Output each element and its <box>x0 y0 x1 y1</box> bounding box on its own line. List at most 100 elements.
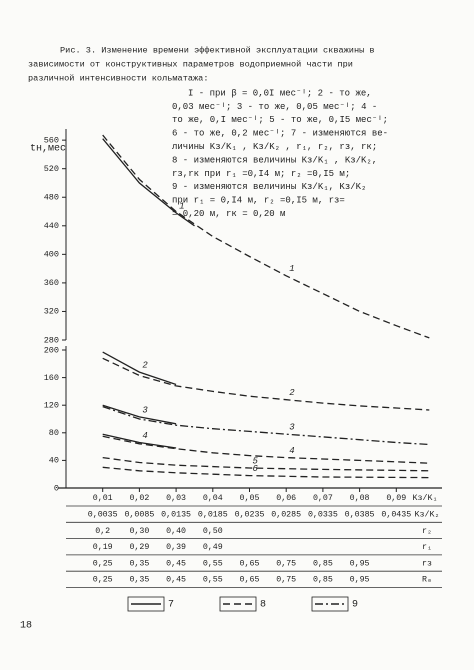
y-axis-title: tн,мес <box>30 144 66 155</box>
curve <box>102 456 430 472</box>
x-tick-label: 0,09 <box>386 494 406 503</box>
table-cell: 0,55 <box>203 576 223 585</box>
curve-label: 5 <box>253 456 259 466</box>
curve <box>102 351 177 386</box>
y-tick-label: 160 <box>44 373 59 383</box>
legend-label: 8 <box>260 600 266 611</box>
curve-label: 6 <box>253 464 259 474</box>
curve <box>102 435 430 464</box>
y-tick-label: 40 <box>49 456 59 466</box>
table-cell: 0,85 <box>313 559 333 568</box>
table-cell: 0,0335 <box>308 510 338 519</box>
row-label: Kз/K₂ <box>415 509 440 519</box>
x-tick-label: 0,05 <box>240 494 260 503</box>
note-line: = 0,20 м, rк = 0,20 м <box>172 209 285 219</box>
y-tick-label: 280 <box>44 335 59 345</box>
table-cell: 0,30 <box>129 527 149 536</box>
y-tick-label: 400 <box>44 250 59 260</box>
row-label: r₁ <box>422 543 432 552</box>
table-cell: 0,39 <box>166 543 186 552</box>
row-label: r₂ <box>422 527 432 536</box>
y-tick-label: 200 <box>44 345 59 355</box>
y-tick-label: 560 <box>44 135 59 145</box>
curve-label: 2 <box>142 360 148 370</box>
table-cell: 0,95 <box>350 576 370 585</box>
curve-label: 4 <box>289 446 294 456</box>
table-cell: 0,65 <box>240 559 260 568</box>
y-tick-label: 360 <box>44 278 59 288</box>
x-tick-label: 0,03 <box>166 494 186 503</box>
table-cell: 0,35 <box>129 559 149 568</box>
table-cell: 0,0385 <box>345 510 375 519</box>
x-tick-label: 0,06 <box>276 494 296 503</box>
legend-label: 9 <box>352 600 358 611</box>
x-tick-label: 0,07 <box>313 494 333 503</box>
curve <box>102 466 430 479</box>
table-cell: 0,45 <box>166 559 186 568</box>
note-line: 8 - изменяются величины Kз/K₁ , Kз/K₂, <box>172 155 377 165</box>
caption-line: различной интенсивности кольматажа: <box>28 73 209 83</box>
y-tick-label: 320 <box>44 307 59 317</box>
y-tick-label: 120 <box>44 400 59 410</box>
table-cell: 0,25 <box>93 559 113 568</box>
x-tick-label: 0,01 <box>93 494 113 503</box>
table-cell: 0,40 <box>166 527 186 536</box>
table-cell: 0,0235 <box>235 510 265 519</box>
curve-label: 4 <box>142 431 147 441</box>
note-line: при r₁ = 0,I4 м, r₂ =0,I5 м, rз= <box>172 196 345 206</box>
curve-label: 2 <box>289 388 295 398</box>
table-cell: 0,2 <box>95 527 110 536</box>
note-line: rз,rк при r₁ =0,I4 м; r₂ =0,I5 м; <box>172 169 350 179</box>
table-cell: 0,0085 <box>124 510 154 519</box>
note-line: 0,03 мес⁻ᴵ; 3 - то же, 0,05 мес⁻ᴵ; 4 - <box>172 102 377 112</box>
table-cell: 0,55 <box>203 559 223 568</box>
table-cell: 0,0285 <box>271 510 301 519</box>
y-tick-label: 480 <box>44 192 59 202</box>
caption-line: Рис. 3. Изменение времени эффективной эк… <box>60 45 375 55</box>
legend-box <box>219 596 257 612</box>
row-label: R₀ <box>422 576 432 585</box>
x-tick-label: 0,08 <box>350 494 370 503</box>
table-cell: 0,45 <box>166 576 186 585</box>
y-tick-label: 440 <box>44 221 59 231</box>
curve <box>102 405 430 446</box>
table-cell: 0,65 <box>240 576 260 585</box>
curve <box>102 433 177 449</box>
curve <box>102 357 430 411</box>
curve <box>102 138 195 227</box>
table-cell: 0,19 <box>93 543 113 552</box>
curve <box>102 404 177 425</box>
table-cell: 0,0185 <box>198 510 228 519</box>
legend-label: 7 <box>168 600 174 611</box>
y-tick-label: 0 <box>54 483 59 493</box>
curve-label: 3 <box>289 423 295 433</box>
table-cell: 0,49 <box>203 543 223 552</box>
note-line: I - при β = 0,0I мес⁻ᴵ; 2 - то же, <box>188 88 372 98</box>
x-axis-title: Kз/K₁ <box>413 493 438 503</box>
table-cell: 0,50 <box>203 527 223 536</box>
table-cell: 0,75 <box>276 559 296 568</box>
row-label: rз <box>422 559 432 568</box>
caption-line: зависимости от конструктивных параметров… <box>28 59 353 69</box>
curve-label: 1 <box>289 264 294 274</box>
y-tick-label: 80 <box>49 428 59 438</box>
x-tick-label: 0,04 <box>203 494 223 503</box>
legend-box <box>127 596 165 612</box>
table-cell: 0,75 <box>276 576 296 585</box>
y-tick-label: 520 <box>44 164 59 174</box>
note-line: то же, 0,I мес⁻ᴵ; 5 - то же, 0,I5 мес⁻ᴵ; <box>172 115 388 125</box>
curve <box>102 134 430 339</box>
table-cell: 0,29 <box>129 543 149 552</box>
page-number: 18 <box>20 621 32 632</box>
legend-box <box>311 596 349 612</box>
table-cell: 0,0435 <box>381 510 411 519</box>
table-cell: 0,35 <box>129 576 149 585</box>
curve-label: 3 <box>142 405 148 415</box>
curve-label: 1 <box>179 201 184 211</box>
table-cell: 0,25 <box>93 576 113 585</box>
note-line: 9 - изменяются величины Kз/K₁, Kз/K₂ <box>172 182 366 192</box>
table-cell: 0,85 <box>313 576 333 585</box>
table-cell: 0,0135 <box>161 510 191 519</box>
table-cell: 0,95 <box>350 559 370 568</box>
